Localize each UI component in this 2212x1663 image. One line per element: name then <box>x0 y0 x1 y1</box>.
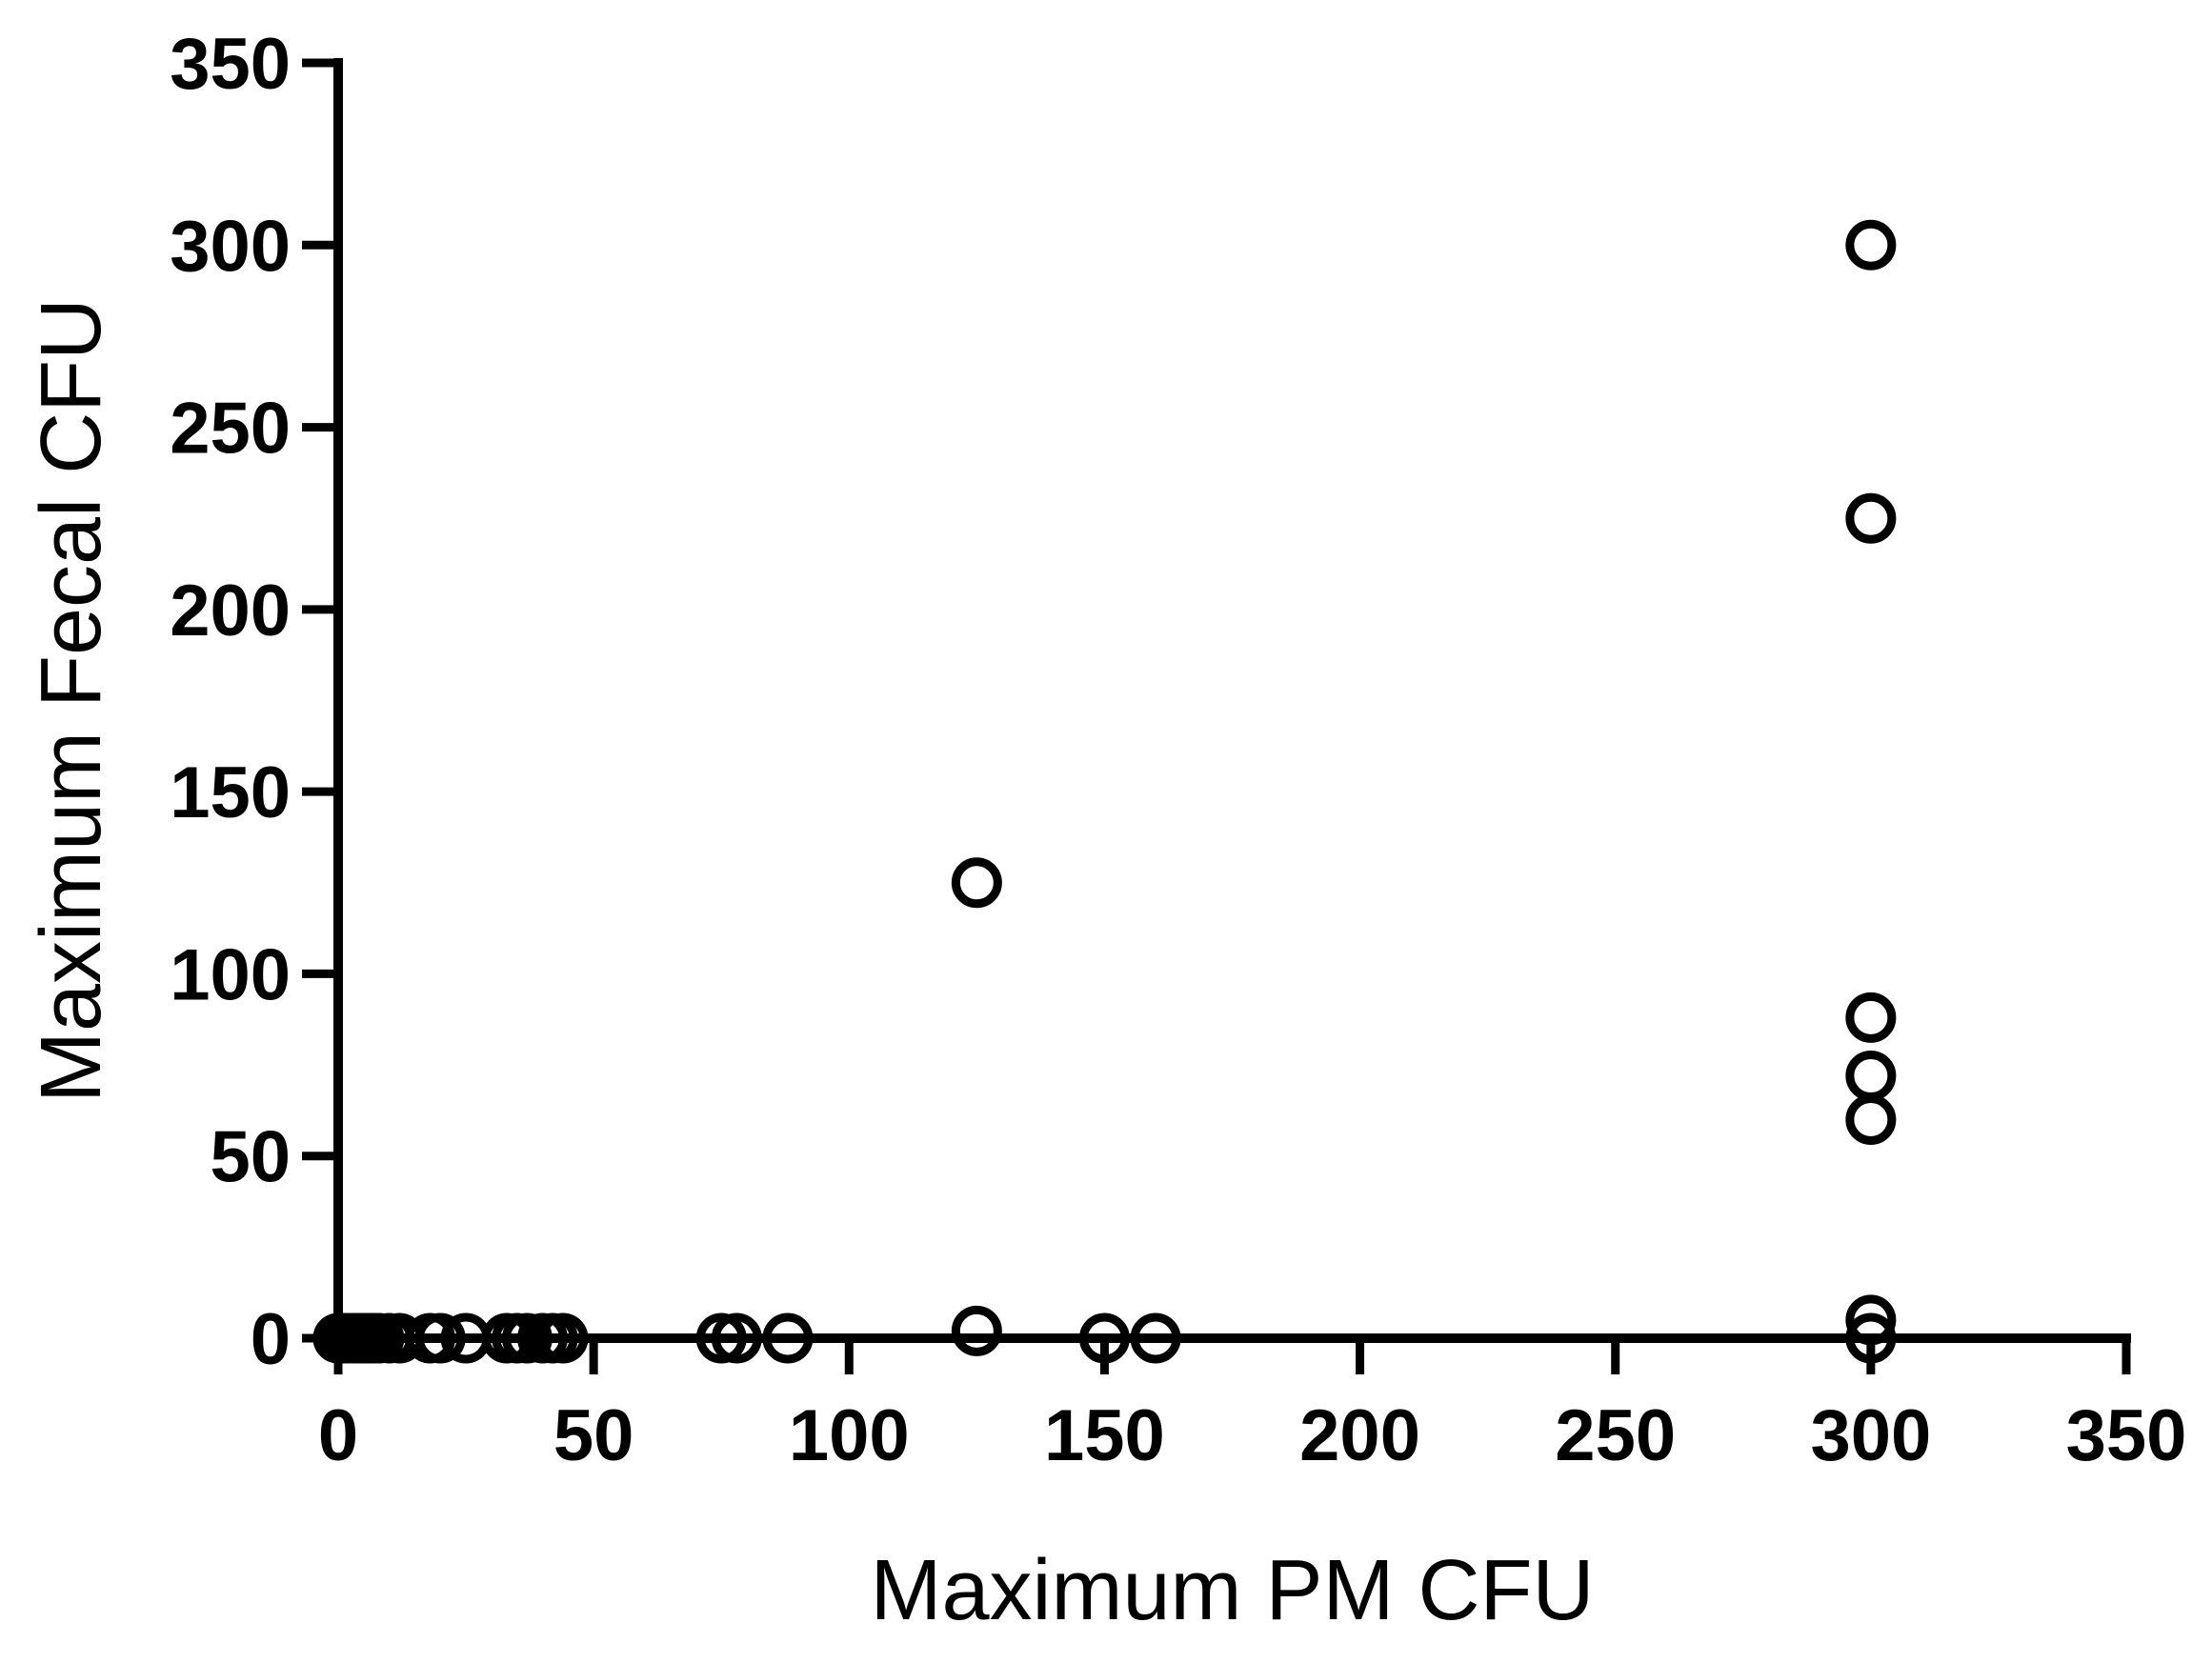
data-point <box>1845 492 1897 544</box>
data-point <box>537 1312 589 1364</box>
data-points <box>312 219 1897 1364</box>
data-point <box>414 1312 466 1364</box>
x-axis-ticks: 0 50 100 150 200 250 300 350 <box>318 1338 2187 1476</box>
x-tick-label: 0 <box>318 1395 358 1476</box>
x-tick-label: 50 <box>553 1395 634 1476</box>
data-point <box>951 1305 1002 1356</box>
x-tick-label: 350 <box>2066 1395 2187 1476</box>
y-tick-label: 0 <box>251 1299 291 1380</box>
x-tick-label: 100 <box>789 1395 910 1476</box>
y-axis-ticks: 0 50 100 150 200 250 300 350 <box>170 24 338 1380</box>
y-tick-label: 300 <box>170 206 291 287</box>
data-point <box>711 1312 762 1364</box>
y-tick-label: 150 <box>170 752 291 833</box>
x-tick-label: 200 <box>1299 1395 1420 1476</box>
y-tick-label: 350 <box>170 24 291 105</box>
data-point <box>1845 1294 1897 1346</box>
data-point <box>951 857 1002 909</box>
data-point <box>1845 992 1897 1043</box>
data-point <box>695 1312 747 1364</box>
y-tick-label: 100 <box>170 934 291 1015</box>
x-tick-label: 250 <box>1555 1395 1676 1476</box>
x-axis-title: Maximum PM CFU <box>871 1543 1595 1638</box>
data-point <box>1845 1051 1897 1102</box>
data-point <box>1130 1312 1181 1364</box>
data-point <box>1845 1312 1897 1364</box>
data-point <box>1845 1093 1897 1145</box>
data-point <box>762 1312 814 1364</box>
y-tick-label: 200 <box>170 571 291 651</box>
y-tick-label: 50 <box>210 1117 291 1198</box>
x-tick-label: 150 <box>1044 1395 1165 1476</box>
y-tick-label: 250 <box>170 389 291 470</box>
y-axis-title: Maximum Fecal CFU <box>24 298 119 1103</box>
data-point <box>1078 1312 1130 1364</box>
data-point <box>501 1312 553 1364</box>
data-point <box>1845 219 1897 270</box>
x-tick-label: 300 <box>1810 1395 1931 1476</box>
